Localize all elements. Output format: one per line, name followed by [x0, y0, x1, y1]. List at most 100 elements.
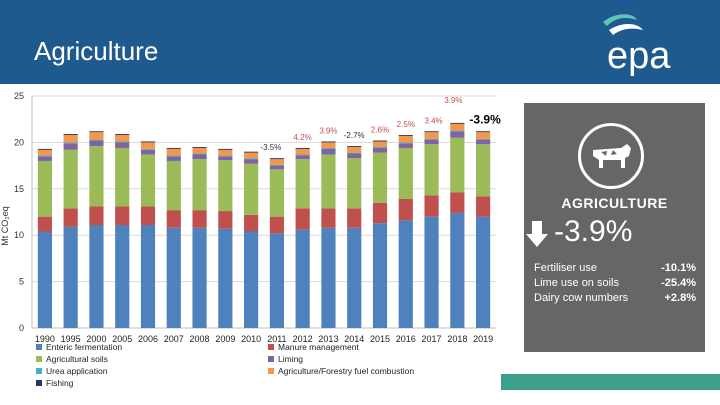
logo-text: epa	[607, 35, 671, 77]
bar-segment	[424, 131, 439, 133]
emissions-chart: 0 5 10 15 20 25 Mt CO₂eq 1990 1995 2000 2005 2006…	[0, 91, 501, 388]
header-bar: Agriculture epa	[0, 0, 720, 84]
bar-segment	[269, 158, 284, 160]
bar-segment	[321, 147, 336, 149]
bar-segment	[372, 152, 388, 203]
annotation-label: 3.4%	[424, 116, 442, 125]
bar-segment	[115, 142, 130, 148]
factors-list: Fertiliser use -10.1% Lime use on soils …	[534, 261, 696, 306]
bar-segment	[347, 158, 362, 209]
y-tick-label: 20	[14, 137, 24, 147]
x-tick-label: 2014	[344, 334, 364, 344]
bar-segment	[140, 154, 156, 207]
bar-segment	[115, 141, 130, 143]
factor-value: -25.4%	[661, 277, 696, 289]
annotation-label: 2.5%	[397, 120, 415, 129]
bar-segment	[166, 160, 181, 211]
legend-swatch	[36, 368, 42, 374]
y-tick-label: 15	[14, 184, 24, 194]
legend-swatch	[36, 380, 42, 386]
bar-segment	[140, 224, 156, 328]
bar-segment	[321, 141, 336, 143]
bar-segment	[244, 231, 259, 328]
agriculture-summary-panel: AGRICULTURE -3.9% Fertiliser use -10.1% …	[524, 103, 705, 352]
bar-segment	[166, 210, 181, 228]
bar-segment	[89, 139, 104, 141]
x-tick-label: 2019	[473, 334, 493, 344]
bar-segment	[398, 199, 413, 221]
bar-segment	[37, 231, 52, 328]
bar-segment	[450, 123, 465, 131]
bar-segment	[269, 233, 284, 328]
cow-icon	[593, 144, 631, 168]
legend-swatch	[268, 356, 274, 362]
bar-segment	[244, 151, 259, 153]
bar-segment	[269, 216, 284, 234]
page-title: Agriculture	[34, 36, 159, 66]
x-tick-label: 2015	[370, 334, 390, 344]
bar-segment	[166, 156, 181, 161]
x-tick-label: 2012	[293, 334, 313, 344]
bar-segment	[115, 134, 130, 142]
x-tick-label: 2009	[215, 334, 235, 344]
bar-segment	[476, 196, 491, 217]
legend: Enteric fermentation Agricultural soils Ur…	[36, 342, 414, 388]
legend-label: Agriculture/Forestry fuel combustion	[278, 366, 414, 376]
bar-segment	[166, 148, 181, 156]
cow-icon-circle	[578, 123, 644, 189]
bar-segment	[476, 216, 491, 328]
bar-segment	[321, 148, 336, 155]
y-axis-ticks: 0 5 10 15 20 25	[14, 91, 24, 333]
bar-segment	[398, 143, 413, 148]
bar-segment	[89, 132, 104, 140]
legend-label: Agricultural soils	[46, 354, 108, 364]
panel-change-value: -3.9%	[554, 215, 633, 248]
bar-segment	[295, 208, 310, 230]
bar-segment	[372, 140, 388, 142]
bar-segment	[347, 146, 362, 148]
legend-swatch	[36, 344, 42, 350]
bar-segment	[140, 141, 156, 143]
bar-segment	[192, 147, 207, 148]
footer-accent-bar	[501, 374, 720, 390]
bar-segment	[295, 159, 310, 209]
bar-segment	[89, 140, 104, 147]
legend-swatch	[268, 368, 274, 374]
factor-label: Lime use on soils	[534, 277, 619, 289]
legend-label: Enteric fermentation	[46, 342, 122, 352]
x-axis-labels: 1990 1995 2000 2005 2006 2007 2008 2009 2010 2011…	[35, 334, 493, 344]
annotation-label: 4.2%	[294, 133, 312, 142]
x-tick-label: 2007	[164, 334, 184, 344]
bar-segment	[140, 142, 156, 149]
annotation-label: 3.9%	[444, 96, 462, 105]
bar-segment	[347, 152, 362, 154]
factor-row: Dairy cow numbers +2.8%	[534, 291, 696, 306]
bar-segment	[295, 147, 310, 149]
bar-segment	[218, 228, 233, 328]
bar-segment	[63, 134, 78, 143]
legend-label: Fishing	[46, 378, 74, 388]
bar-segment	[476, 132, 491, 139]
bar-segment	[295, 229, 310, 328]
bar-segment	[450, 212, 465, 328]
down-arrow-icon	[526, 221, 548, 247]
bar-segment	[372, 202, 388, 224]
bar-segment	[424, 216, 439, 328]
annotation-label: 3.9%	[319, 126, 337, 135]
bar-segment	[115, 224, 130, 328]
bar-segment	[140, 149, 156, 155]
bar-segment	[295, 154, 310, 156]
bar-segment	[372, 223, 388, 328]
bar-segment	[244, 163, 259, 215]
x-tick-label: 2017	[422, 334, 442, 344]
bar-segment	[398, 142, 413, 144]
bar-segment	[476, 144, 491, 197]
x-tick-label: 1990	[35, 334, 55, 344]
bar-segment	[476, 139, 491, 145]
bar-segment	[398, 147, 413, 200]
bar-segment	[269, 159, 284, 165]
panel-title: AGRICULTURE	[561, 195, 668, 211]
bar-segment	[218, 148, 233, 150]
bar-segment	[347, 153, 362, 159]
x-tick-label: 2011	[267, 334, 286, 344]
